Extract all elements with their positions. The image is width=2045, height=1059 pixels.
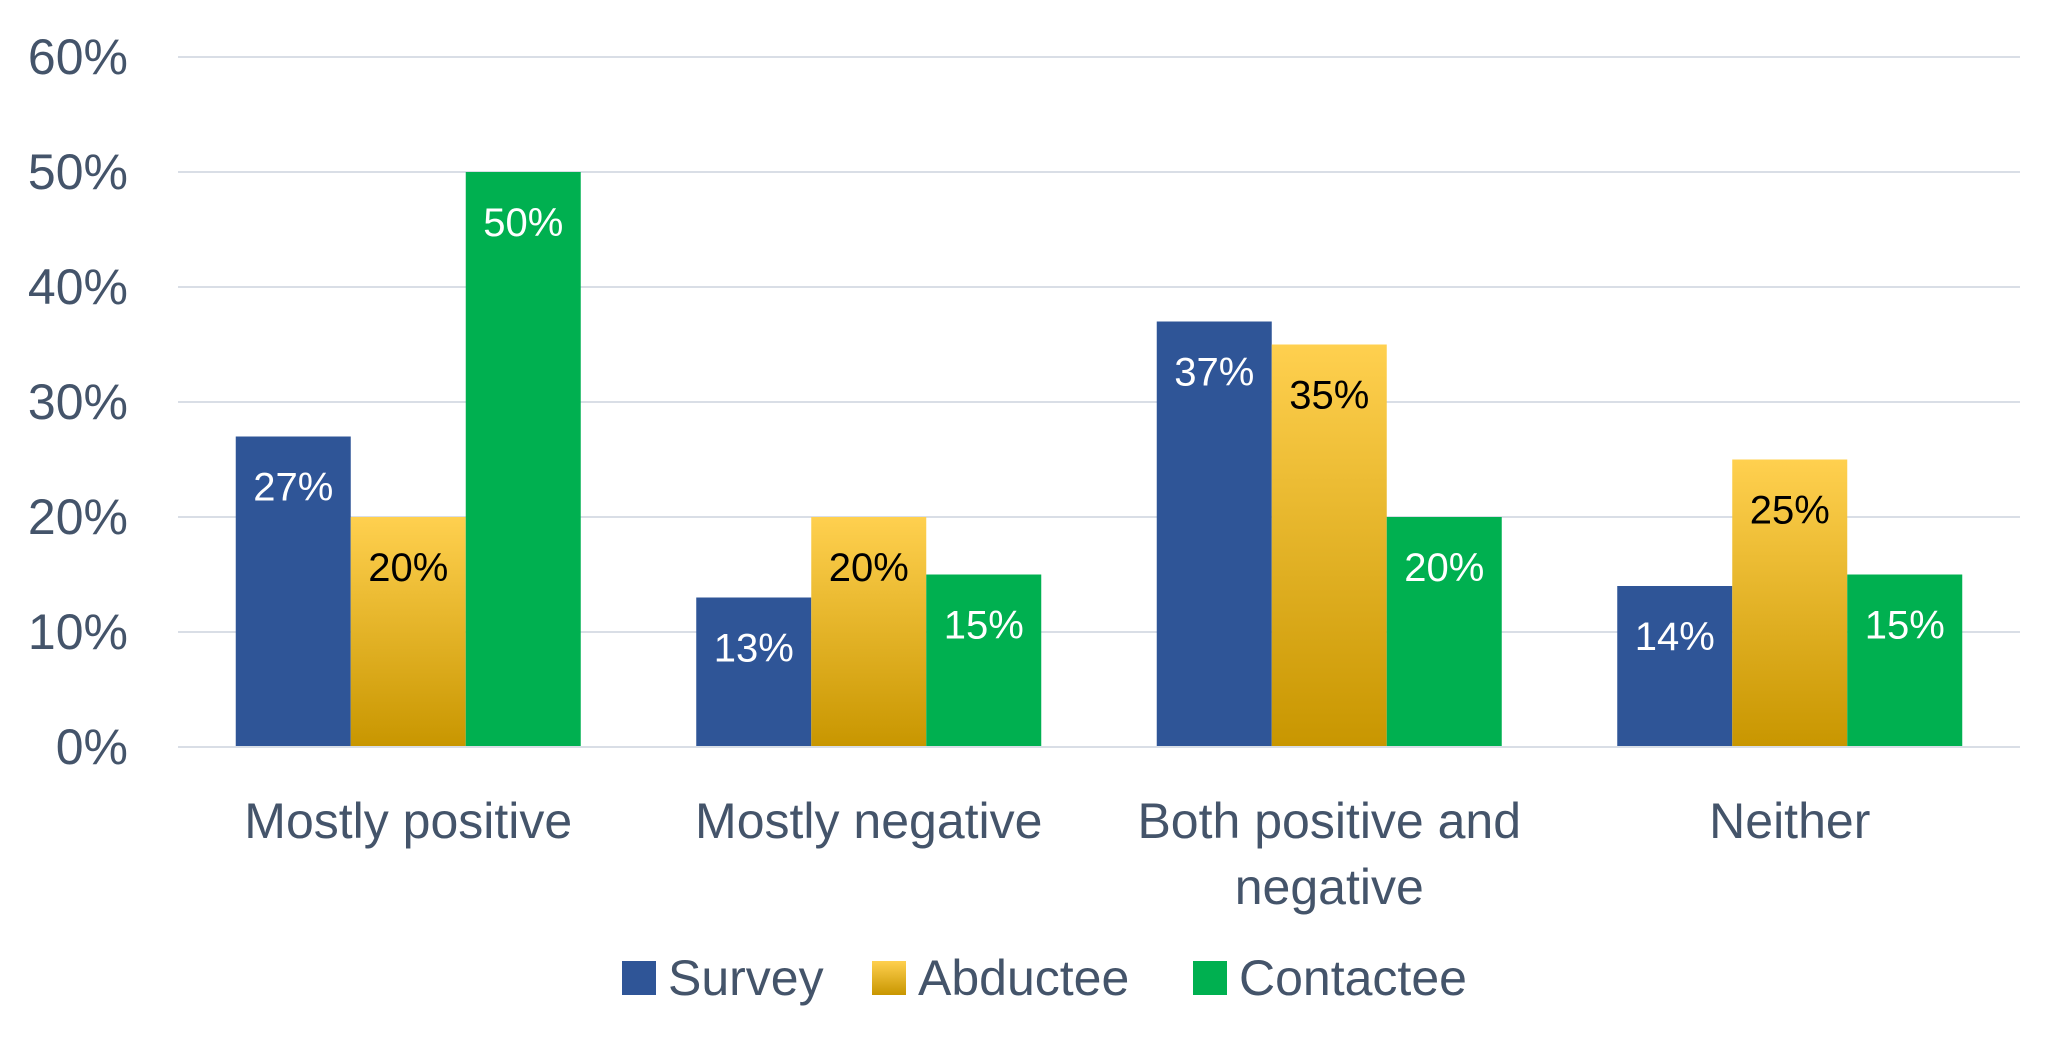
legend-label-abductee: Abductee [918, 950, 1129, 1006]
data-label-survey: 27% [253, 466, 333, 510]
y-axis: 0% 10% 20% 30% 40% 50% 60% [28, 29, 128, 775]
bars [235, 172, 1963, 747]
data-label-survey: 14% [1635, 615, 1715, 659]
bar-survey [696, 597, 812, 747]
data-labels: 27% 20% 50% 13% 20% 15% 37% 35% 20% 14% 25% 15% [253, 201, 1945, 671]
bar-contactee [465, 172, 581, 747]
y-tick-label: 10% [28, 604, 128, 660]
x-tick-label: Neither [1709, 793, 1870, 849]
data-label-contactee: 20% [1404, 546, 1484, 590]
x-tick-label-line: Both positive and [1137, 793, 1521, 849]
x-tick-label: Both positive and negative [1137, 793, 1521, 915]
x-tick-label: Mostly negative [695, 793, 1042, 849]
x-tick-label: Mostly positive [244, 793, 572, 849]
bar-abductee [1732, 459, 1848, 747]
y-tick-label: 30% [28, 374, 128, 430]
data-label-abductee: 20% [368, 546, 448, 590]
legend-swatch-survey [622, 961, 656, 995]
data-label-abductee: 25% [1750, 489, 1830, 533]
y-tick-label: 40% [28, 259, 128, 315]
data-label-contactee: 50% [483, 201, 563, 245]
legend: Survey Abductee Contactee [622, 950, 1467, 1006]
data-label-contactee: 15% [1865, 604, 1945, 648]
y-tick-label: 50% [28, 144, 128, 200]
bar-abductee [811, 517, 927, 747]
y-tick-label: 60% [28, 29, 128, 85]
legend-swatch-contactee [1193, 961, 1227, 995]
bar-abductee [350, 517, 466, 747]
data-label-abductee: 20% [829, 546, 909, 590]
data-label-contactee: 15% [944, 604, 1024, 648]
bar-survey [235, 436, 351, 747]
legend-label-survey: Survey [668, 950, 824, 1006]
legend-label-contactee: Contactee [1239, 950, 1467, 1006]
y-tick-label: 0% [56, 719, 128, 775]
x-tick-label-line: negative [1235, 859, 1424, 915]
y-tick-label: 20% [28, 489, 128, 545]
x-axis: Mostly positive Mostly negative Both posit… [178, 746, 2020, 915]
x-tick-label-line: Mostly negative [695, 793, 1042, 849]
x-tick-label-line: Neither [1709, 793, 1870, 849]
legend-swatch-abductee [872, 961, 906, 995]
bar-contactee [1386, 517, 1502, 747]
data-label-abductee: 35% [1289, 374, 1369, 418]
bar-survey [1156, 321, 1272, 747]
bar-survey [1617, 586, 1733, 747]
data-label-survey: 13% [714, 627, 794, 671]
bar-contactee [1847, 574, 1963, 747]
data-label-survey: 37% [1174, 351, 1254, 395]
bar-abductee [1271, 344, 1387, 747]
bar-contactee [926, 574, 1042, 747]
x-tick-label-line: Mostly positive [244, 793, 572, 849]
